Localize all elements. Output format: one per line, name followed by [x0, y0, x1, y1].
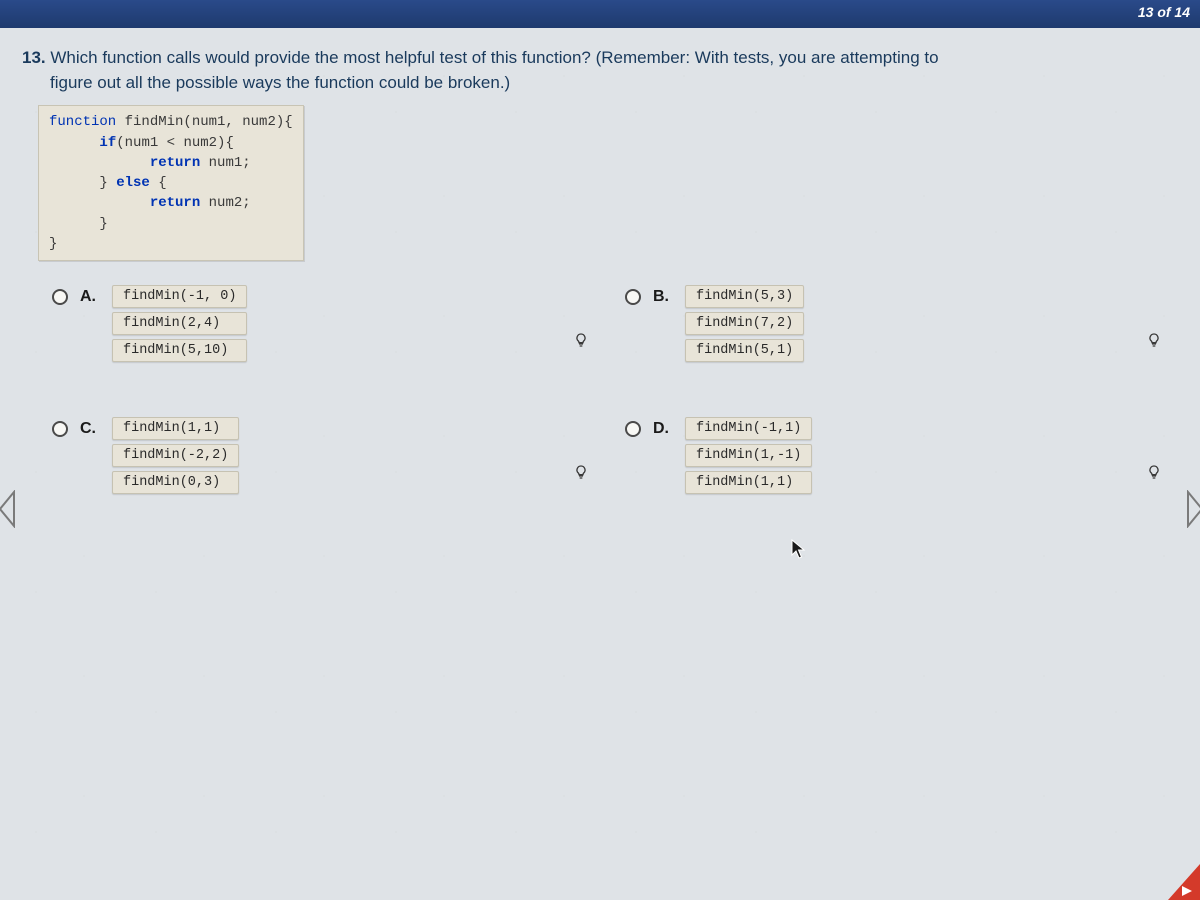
- call-chip: findMin(0,3): [112, 471, 239, 494]
- call-chip: findMin(5,3): [685, 285, 804, 308]
- radio-b[interactable]: [625, 289, 641, 305]
- answer-option-c[interactable]: C. findMin(1,1) findMin(-2,2) findMin(0,…: [52, 417, 585, 494]
- radio-a[interactable]: [52, 289, 68, 305]
- question-stem: 13. Which function calls would provide t…: [22, 46, 1178, 95]
- next-flag-icon[interactable]: [1158, 864, 1200, 900]
- call-chip: findMin(5,10): [112, 339, 247, 362]
- prev-question-arrow[interactable]: [0, 490, 22, 528]
- mouse-cursor-icon: [790, 538, 806, 560]
- answers-grid: A. findMin(-1, 0) findMin(2,4) findMin(5…: [52, 285, 1158, 494]
- question-number: 13.: [22, 48, 46, 67]
- call-chip: findMin(-1,1): [685, 417, 812, 440]
- hint-icon[interactable]: [573, 464, 591, 482]
- hint-icon[interactable]: [573, 332, 591, 350]
- hint-icon[interactable]: [1146, 464, 1164, 482]
- answer-letter-a: A.: [80, 288, 100, 306]
- radio-c[interactable]: [52, 421, 68, 437]
- call-chip: findMin(-2,2): [112, 444, 239, 467]
- hint-icon[interactable]: [1146, 332, 1164, 350]
- call-chip: findMin(5,1): [685, 339, 804, 362]
- answer-a-calls: findMin(-1, 0) findMin(2,4) findMin(5,10…: [112, 285, 247, 362]
- answer-d-calls: findMin(-1,1) findMin(1,-1) findMin(1,1): [685, 417, 812, 494]
- next-question-arrow[interactable]: [1180, 490, 1200, 528]
- answer-option-a[interactable]: A. findMin(-1, 0) findMin(2,4) findMin(5…: [52, 285, 585, 362]
- call-chip: findMin(1,-1): [685, 444, 812, 467]
- question-text-line-2: figure out all the possible ways the fun…: [50, 71, 510, 96]
- call-chip: findMin(7,2): [685, 312, 804, 335]
- call-chip: findMin(1,1): [685, 471, 812, 494]
- question-panel: 13. Which function calls would provide t…: [0, 28, 1200, 900]
- answer-b-calls: findMin(5,3) findMin(7,2) findMin(5,1): [685, 285, 804, 362]
- answer-letter-d: D.: [653, 420, 673, 438]
- code-block: function findMin(num1, num2){ if(num1 < …: [38, 105, 304, 261]
- answer-letter-c: C.: [80, 420, 100, 438]
- answer-option-b[interactable]: B. findMin(5,3) findMin(7,2) findMin(5,1…: [625, 285, 1158, 362]
- answer-letter-b: B.: [653, 288, 673, 306]
- radio-d[interactable]: [625, 421, 641, 437]
- call-chip: findMin(2,4): [112, 312, 247, 335]
- question-text-line-1: Which function calls would provide the m…: [50, 48, 938, 67]
- answer-c-calls: findMin(1,1) findMin(-2,2) findMin(0,3): [112, 417, 239, 494]
- call-chip: findMin(1,1): [112, 417, 239, 440]
- call-chip: findMin(-1, 0): [112, 285, 247, 308]
- progress-bar: 13 of 14: [0, 0, 1200, 28]
- progress-text: 13 of 14: [1138, 4, 1190, 20]
- answer-option-d[interactable]: D. findMin(-1,1) findMin(1,-1) findMin(1…: [625, 417, 1158, 494]
